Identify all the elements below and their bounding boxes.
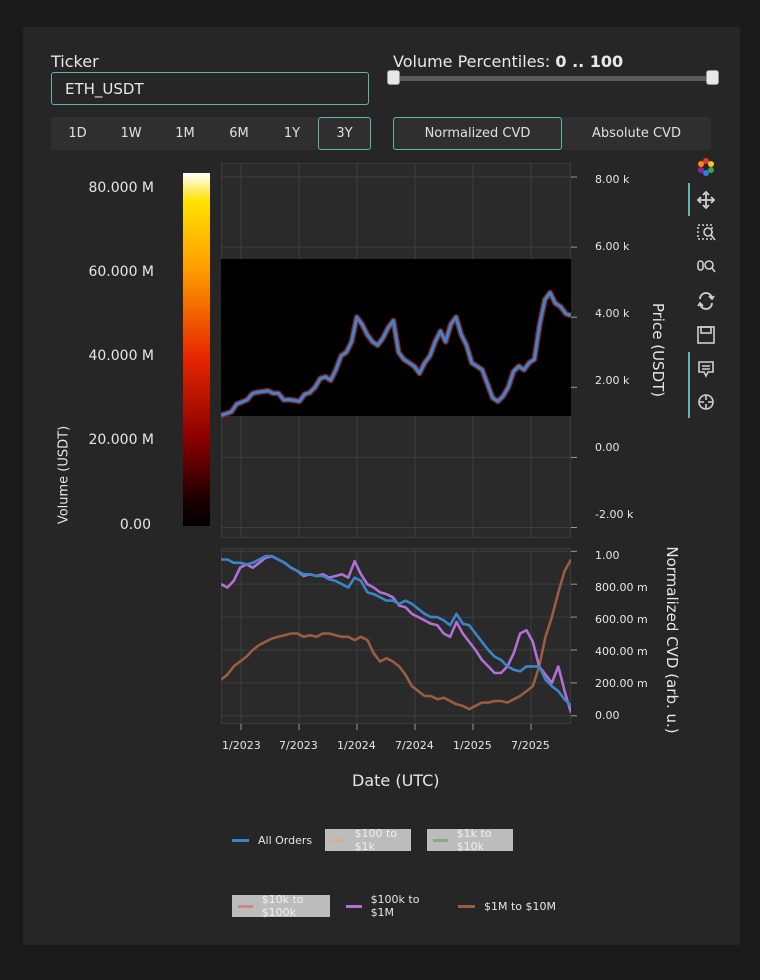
cvd-series-line [221, 554, 571, 707]
price-axis-label: Price (USDT) [649, 302, 667, 398]
date-tick-label: 7/2025 [511, 739, 550, 752]
slider-handle-low[interactable] [387, 70, 400, 85]
price-tick-label: 4.00 k [595, 307, 630, 320]
legend-label: $1k to $10k [456, 827, 492, 853]
cvd-axis [571, 550, 577, 717]
cvd-tick-label: 400.00 m [595, 645, 648, 658]
price-chart[interactable] [221, 163, 571, 538]
colorbar-axis-label: Volume (USDT) [56, 425, 72, 525]
legend-item[interactable]: All Orders [226, 829, 314, 851]
cvd-tick-label: 800.00 m [595, 581, 648, 594]
date-tick-label: 1/2025 [453, 739, 492, 752]
ticker-label: Ticker [51, 52, 99, 71]
timeframe-1w-button[interactable]: 1W [120, 126, 142, 141]
cvd-axis-label: Normalized CVD (arb. u.) [663, 546, 681, 734]
price-tick-label: 0.00 [595, 441, 620, 454]
price-line [221, 291, 571, 417]
timeframe-3y-button[interactable]: 3Y [318, 117, 371, 150]
absolute-cvd-button[interactable]: Absolute CVD [592, 126, 681, 141]
volume-percentiles-range: 0 .. 100 [555, 52, 624, 71]
price-tick-label: 8.00 k [595, 173, 630, 186]
cvd-mode-group: Normalized CVD Absolute CVD [393, 117, 711, 150]
hover-icon[interactable] [695, 358, 717, 380]
legend-item[interactable]: $1k to $10k [427, 827, 513, 853]
legend-label: $100 to $1k [354, 827, 398, 853]
reset-icon[interactable] [695, 290, 717, 312]
wheel-zoom-icon[interactable] [695, 256, 717, 278]
volume-colorbar [183, 173, 210, 526]
toolbar-active-indicator [688, 352, 690, 418]
date-axis [240, 724, 532, 730]
date-tick-label: 1/2024 [337, 739, 376, 752]
date-axis-label: Date (UTC) [352, 771, 440, 790]
toolbar-active-indicator [688, 183, 690, 216]
legend-swatch [346, 904, 362, 908]
legend-swatch [238, 904, 253, 908]
save-icon[interactable] [695, 324, 717, 346]
colorbar-tick-label: 80.000 M [88, 180, 154, 196]
volume-percentiles-slider[interactable] [393, 76, 713, 81]
legend-item[interactable]: $100 to $1k [325, 827, 411, 853]
legend-swatch [458, 904, 475, 908]
legend-item[interactable]: $1M to $10M [452, 895, 556, 917]
cvd-tick-label: 0.00 [595, 709, 620, 722]
normalized-cvd-button[interactable]: Normalized CVD [393, 117, 562, 150]
legend-label: $1M to $10M [484, 899, 557, 913]
colorbar-tick-label: 0.00 [119, 517, 151, 533]
colorbar-tick-label: 20.000 M [88, 432, 154, 448]
timeframe-6m-button[interactable]: 6M [229, 126, 249, 141]
colorbar-tick-label: 40.000 M [88, 348, 154, 364]
cvd-tick-label: 1.00 [595, 549, 620, 562]
legend-swatch [331, 838, 346, 842]
volume-percentiles-title: Volume Percentiles: [393, 52, 551, 71]
cvd-chart[interactable] [221, 548, 571, 724]
price-tick-label: 2.00 k [595, 374, 630, 387]
date-tick-label: 7/2024 [395, 739, 434, 752]
timeframe-group: 1D 1W 1M 6M 1Y 3Y [51, 117, 371, 150]
pan-icon[interactable] [695, 189, 717, 211]
crosshair-icon[interactable] [695, 391, 717, 413]
timeframe-1y-button[interactable]: 1Y [283, 126, 301, 141]
legend-swatch [433, 838, 448, 842]
price-axis [571, 176, 577, 528]
legend-swatch [232, 838, 249, 842]
cvd-series-line [221, 558, 571, 711]
legend-label: $100k to $1M [370, 893, 420, 919]
legend-label: $10k to $100k [261, 893, 304, 919]
timeframe-1d-button[interactable]: 1D [68, 126, 87, 141]
cvd-tick-label: 200.00 m [595, 677, 648, 690]
legend-item[interactable]: $100k to $1M [340, 893, 440, 919]
date-tick-label: 7/2023 [279, 739, 318, 752]
price-tick-label: -2.00 k [595, 508, 634, 521]
ticker-input[interactable] [51, 72, 369, 105]
legend-label: All Orders [258, 833, 313, 847]
box-zoom-icon[interactable] [695, 222, 717, 244]
cvd-tick-label: 600.00 m [595, 613, 648, 626]
price-tick-label: 6.00 k [595, 240, 630, 253]
colorbar-tick-label: 60.000 M [88, 264, 154, 280]
legend-item[interactable]: $10k to $100k [232, 893, 330, 919]
bokeh-logo-icon[interactable] [695, 156, 717, 178]
date-tick-label: 1/2023 [222, 739, 261, 752]
volume-percentiles-label: Volume Percentiles: 0 .. 100 [393, 52, 623, 71]
timeframe-1m-button[interactable]: 1M [175, 126, 195, 141]
slider-handle-high[interactable] [706, 70, 719, 85]
